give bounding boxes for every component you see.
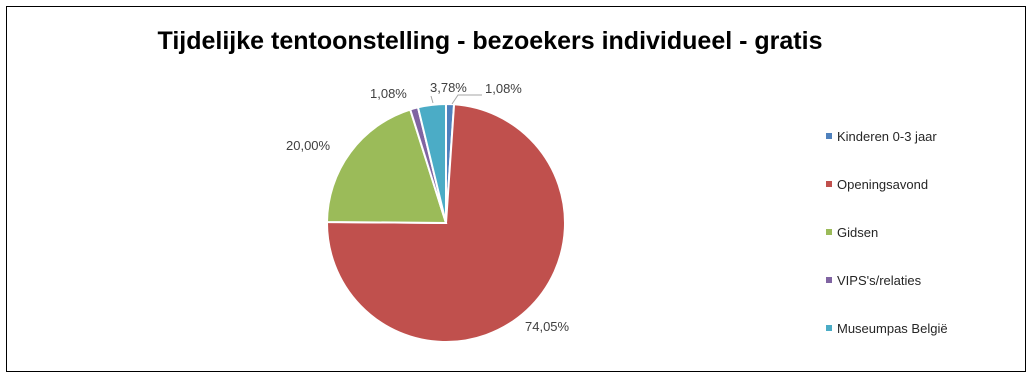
legend-item: Museumpas België: [826, 319, 948, 337]
legend-label: Openingsavond: [837, 176, 929, 192]
legend-label: VIPS's/relaties: [837, 272, 922, 288]
pie-slice-gidsen: [325, 108, 448, 225]
data-label: 1,08%: [485, 81, 522, 96]
data-label: 74,05%: [525, 319, 570, 334]
chart-title: Tijdelijke tentoonstelling - bezoekers i…: [157, 27, 823, 55]
legend-label: Museumpas België: [837, 320, 948, 336]
legend-item: VIPS's/relaties: [826, 271, 921, 289]
legend-item: Kinderen 0-3 jaar: [826, 127, 937, 145]
legend-swatch: [826, 277, 832, 283]
legend-swatch: [826, 229, 832, 235]
legend-item: Openingsavond: [826, 175, 928, 193]
legend-item: Gidsen: [826, 223, 878, 241]
legend-swatch: [826, 133, 832, 139]
data-label: 20,00%: [286, 138, 331, 153]
legend-swatch: [826, 181, 832, 187]
legend-swatch: [826, 325, 832, 331]
leader-line: [430, 95, 434, 104]
legend-label: Gidsen: [837, 224, 879, 240]
leader-line: [451, 94, 482, 105]
data-label: 1,08%: [370, 86, 407, 101]
data-label: 3,78%: [430, 80, 467, 95]
legend-label: Kinderen 0-3 jaar: [837, 128, 937, 144]
pie-slice-museumpas-belgi: [416, 102, 447, 224]
